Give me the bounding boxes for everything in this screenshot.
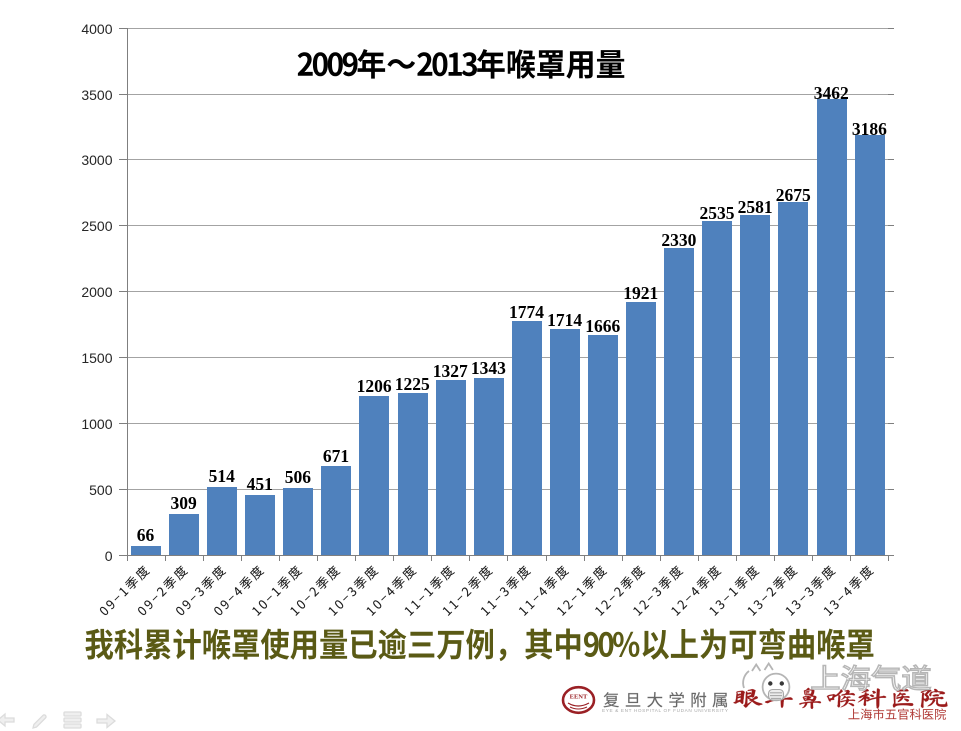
svg-text:EENT: EENT — [570, 694, 588, 701]
